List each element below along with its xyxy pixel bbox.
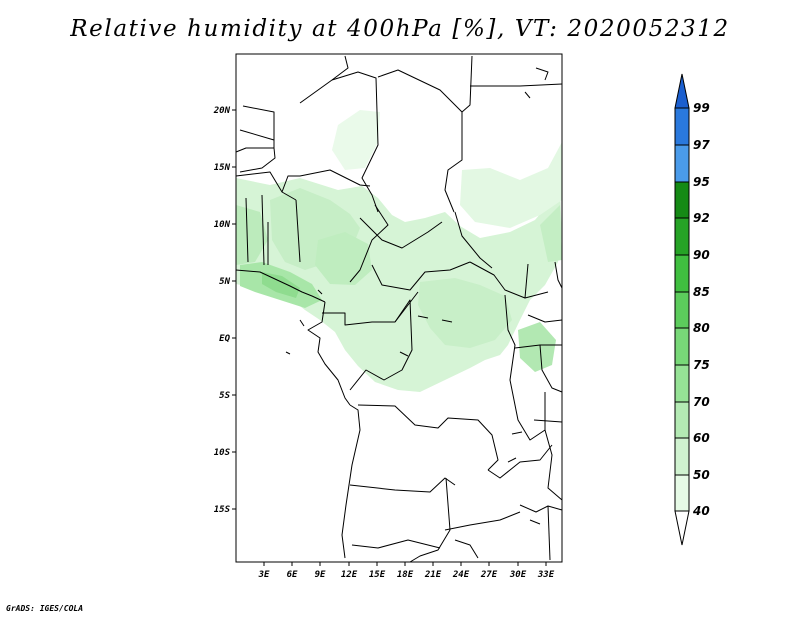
lon-label: 30E (509, 570, 527, 580)
humidity-field-cameroon (315, 232, 372, 285)
lon-label: 21E (424, 570, 442, 580)
lat-label: 10N (214, 220, 231, 230)
colorbar-segment (674, 144, 690, 183)
colorbar-label: 50 (693, 468, 710, 482)
figure-title: Relative humidity at 400hPa [%], VT: 202… (70, 16, 730, 42)
lon-label: 27E (480, 570, 498, 580)
lon-label: 12E (341, 570, 358, 580)
colorbar-label: 60 (693, 431, 710, 445)
colorbar-segment (674, 437, 690, 476)
lon-label: 33E (537, 570, 555, 580)
colorbar-segment (674, 364, 690, 403)
lat-label: EQ (219, 334, 230, 344)
lon-label: 24E (452, 570, 470, 580)
humidity-field-ethiopia (540, 205, 562, 262)
humidity-field-guinea (236, 205, 268, 265)
colorbar-segment (674, 474, 690, 512)
longitude-labels: 3E 6E 9E 12E 15E 18E 21E 24E 27E 30E 33E (258, 570, 555, 580)
colorbar-label: 90 (693, 248, 710, 262)
latitude-labels: 20N 15N 10N 5N EQ 5S 10S 15S (213, 106, 231, 515)
colorbar-label: 40 (692, 504, 710, 518)
latitude-ticks (232, 109, 236, 510)
humidity-field-gulf-core (262, 272, 300, 298)
colorbar-segment (674, 181, 690, 219)
grads-credit: GrADS: IGES/COLA (6, 604, 84, 613)
borders (235, 55, 563, 563)
lon-label: 3E (258, 570, 270, 580)
colorbar-segment (674, 401, 690, 439)
lon-label: 15E (369, 570, 386, 580)
longitude-ticks (263, 562, 547, 566)
lon-label: 9E (315, 570, 326, 580)
colorbar-label: 95 (693, 175, 710, 189)
lat-label: 20N (213, 106, 231, 116)
humidity-field-congo (418, 278, 512, 348)
humidity-shading (236, 110, 562, 392)
lat-label: 5S (219, 391, 230, 401)
colorbar-top-arrow (674, 73, 690, 109)
colorbar-label: 92 (693, 211, 710, 225)
humidity-field-lake-victoria (518, 322, 556, 372)
colorbar-segment (674, 327, 690, 366)
colorbar-label: 99 (693, 101, 710, 115)
colorbar-label: 70 (693, 395, 710, 409)
colorbar-bottom-arrow (674, 510, 690, 546)
colorbar (674, 73, 690, 546)
lat-label: 5N (219, 277, 230, 287)
colorbar-label: 75 (693, 358, 710, 372)
colorbar-segment (674, 291, 690, 329)
lat-label: 15S (214, 505, 231, 515)
lon-label: 18E (397, 570, 414, 580)
colorbar-segment (674, 107, 690, 146)
colorbar-label: 97 (693, 138, 710, 152)
lat-label: 15N (214, 163, 231, 173)
lon-label: 6E (287, 570, 298, 580)
colorbar-segment (674, 217, 690, 256)
map-frame (235, 53, 563, 563)
lat-label: 10S (214, 448, 231, 458)
colorbar-label: 85 (693, 285, 710, 299)
colorbar-label: 80 (693, 321, 710, 335)
colorbar-labels: 99 97 95 92 90 85 80 75 70 60 50 40 (692, 101, 710, 518)
humidity-field-central-sahara (332, 110, 380, 170)
colorbar-segment (674, 254, 690, 293)
humidity-field-east-sahel (460, 142, 562, 228)
